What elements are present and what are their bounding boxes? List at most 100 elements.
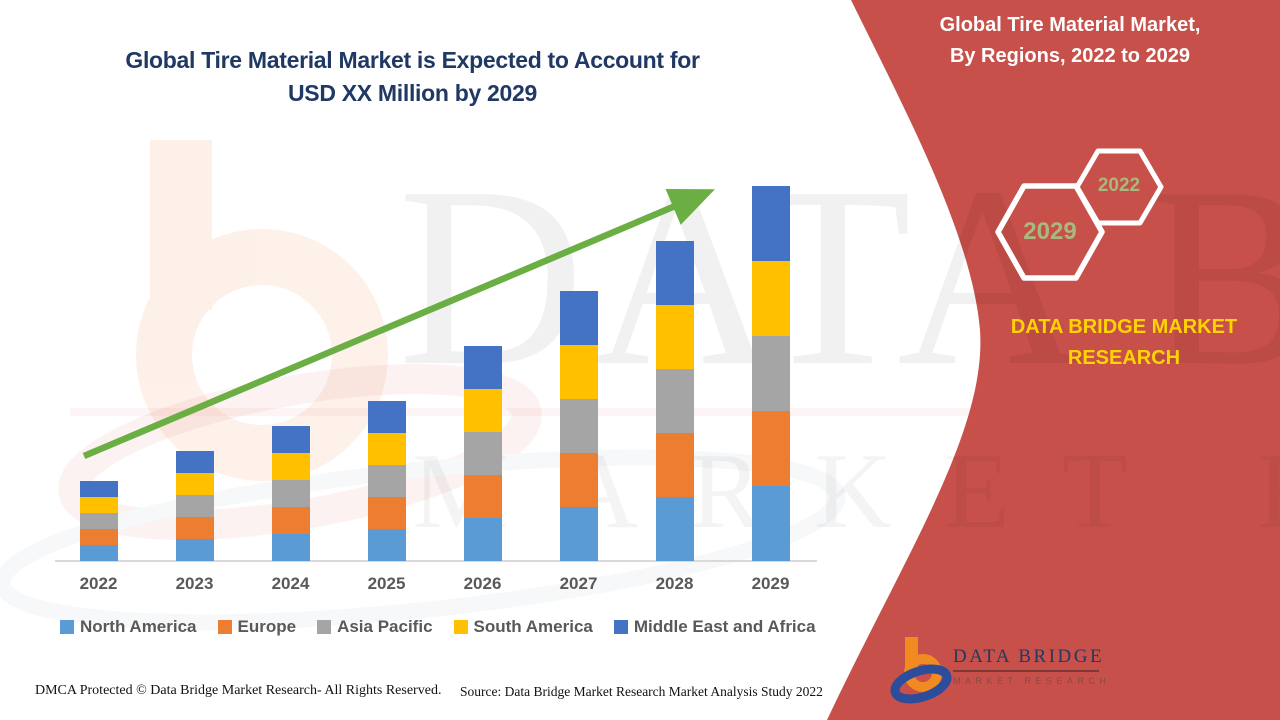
- legend-swatch-middle-east-and-africa: [613, 620, 628, 634]
- chart-title: Global Tire Material Market is Expected …: [60, 44, 765, 110]
- legend-item-asia-pacific: Asia Pacific: [317, 617, 433, 637]
- bar-segment-north-america-2025: [367, 529, 406, 561]
- bar-segment-south-america-2027: [559, 345, 598, 399]
- bar-2024: [271, 426, 310, 561]
- legend-item-middle-east-and-africa: Middle East and Africa: [613, 617, 816, 637]
- x-axis-label-2026: 2026: [463, 574, 502, 593]
- bar-segment-europe-2029: [751, 411, 790, 486]
- bar-segment-asia-pacific-2026: [463, 432, 502, 475]
- bar-segment-north-america-2027: [559, 507, 598, 561]
- bar-segment-middle-east-and-africa-2028: [655, 241, 694, 305]
- bar-segment-europe-2023: [175, 517, 214, 539]
- bar-2023: [175, 451, 214, 561]
- panel-title: Global Tire Material Market, By Regions,…: [905, 10, 1235, 72]
- hexagon-2022: [1074, 148, 1164, 226]
- bar-2028: [655, 241, 694, 561]
- legend-label-middle-east-and-africa: Middle East and Africa: [633, 617, 816, 636]
- hexagon-2022-label: 2022: [1097, 175, 1141, 196]
- panel-title-line1: Global Tire Material Market,: [939, 14, 1201, 36]
- legend-label-europe: Europe: [237, 617, 297, 636]
- x-axis-label-2024: 2024: [271, 574, 310, 593]
- bar-segment-europe-2025: [367, 497, 406, 529]
- chart-title-line1: Global Tire Material Market is Expected …: [125, 47, 700, 73]
- chart-title-line2: USD XX Million by 2029: [287, 80, 538, 106]
- bar-segment-north-america-2026: [463, 518, 502, 561]
- bar-segment-europe-2022: [79, 529, 118, 545]
- logo-divider: [953, 670, 1099, 672]
- logo-subtitle: MARKET RESEARCH: [953, 676, 1111, 686]
- panel-title-line2: By Regions, 2022 to 2029: [949, 45, 1191, 67]
- bar-segment-north-america-2028: [655, 497, 694, 561]
- legend-item-europe: Europe: [217, 617, 297, 637]
- dmca-notice: DMCA Protected © Data Bridge Market Rese…: [35, 683, 442, 698]
- legend-label-south-america: South America: [473, 617, 593, 636]
- bar-segment-north-america-2022: [79, 545, 118, 561]
- bar-segment-south-america-2025: [367, 433, 406, 465]
- brand-text: DATA BRIDGE MARKET RESEARCH: [995, 312, 1253, 374]
- bar-segment-middle-east-and-africa-2023: [175, 451, 214, 473]
- hexagon-2029-label: 2029: [1023, 218, 1077, 245]
- bar-segment-asia-pacific-2023: [175, 495, 214, 517]
- legend-swatch-south-america: [453, 620, 468, 634]
- legend-item-south-america: South America: [453, 617, 593, 637]
- bar-segment-asia-pacific-2025: [367, 465, 406, 497]
- bar-segment-europe-2024: [271, 507, 310, 534]
- chart-legend: North America Europe Asia Pacific South Ame…: [60, 617, 816, 637]
- data-bridge-logo-icon: [890, 637, 952, 704]
- bar-2022: [79, 481, 118, 561]
- x-axis-label-2027: 2027: [559, 574, 598, 593]
- bar-segment-south-america-2028: [655, 305, 694, 369]
- hexagon-2029: [995, 183, 1105, 281]
- bar-segment-south-america-2023: [175, 473, 214, 495]
- bar-2027: [559, 291, 598, 561]
- legend-swatch-asia-pacific: [317, 620, 332, 634]
- bar-segment-north-america-2023: [175, 539, 214, 561]
- source-note: Source: Data Bridge Market Research Mark…: [460, 684, 823, 699]
- x-axis-line: [55, 560, 817, 562]
- x-axis-label-2028: 2028: [655, 574, 694, 593]
- legend-label-north-america: North America: [80, 617, 197, 636]
- bar-segment-asia-pacific-2027: [559, 399, 598, 453]
- bar-segment-south-america-2029: [751, 261, 790, 336]
- bar-segment-south-america-2022: [79, 497, 118, 513]
- x-axis-label-2025: 2025: [367, 574, 406, 593]
- bar-segment-north-america-2029: [751, 486, 790, 561]
- bar-segment-middle-east-and-africa-2022: [79, 481, 118, 497]
- bar-segment-europe-2027: [559, 453, 598, 507]
- legend-label-asia-pacific: Asia Pacific: [337, 617, 433, 636]
- bar-2025: [367, 401, 406, 561]
- x-axis-label-2022: 2022: [79, 574, 118, 593]
- bar-segment-asia-pacific-2024: [271, 480, 310, 507]
- bar-segment-middle-east-and-africa-2027: [559, 291, 598, 345]
- brand-text-line2: RESEARCH: [1067, 347, 1181, 369]
- bar-segment-south-america-2026: [463, 389, 502, 432]
- x-axis-label-2023: 2023: [175, 574, 214, 593]
- bar-segment-south-america-2024: [271, 453, 310, 480]
- logo-wordmark: DATA BRIDGE: [953, 646, 1105, 667]
- bar-2029: [751, 186, 790, 561]
- bar-segment-middle-east-and-africa-2025: [367, 401, 406, 433]
- bar-segment-north-america-2024: [271, 534, 310, 561]
- bar-segment-asia-pacific-2022: [79, 513, 118, 529]
- bar-segment-middle-east-and-africa-2026: [463, 346, 502, 389]
- legend-swatch-europe: [217, 620, 232, 634]
- brand-text-line1: DATA BRIDGE MARKET: [1010, 316, 1238, 338]
- bar-segment-middle-east-and-africa-2029: [751, 186, 790, 261]
- bar-segment-europe-2026: [463, 475, 502, 518]
- bar-segment-europe-2028: [655, 433, 694, 497]
- legend-item-north-america: North America: [60, 617, 197, 637]
- x-axis-label-2029: 2029: [751, 574, 790, 593]
- bar-2026: [463, 346, 502, 561]
- legend-swatch-north-america: [60, 620, 74, 634]
- bar-segment-asia-pacific-2028: [655, 369, 694, 433]
- bar-segment-middle-east-and-africa-2024: [271, 426, 310, 453]
- bar-segment-asia-pacific-2029: [751, 336, 790, 411]
